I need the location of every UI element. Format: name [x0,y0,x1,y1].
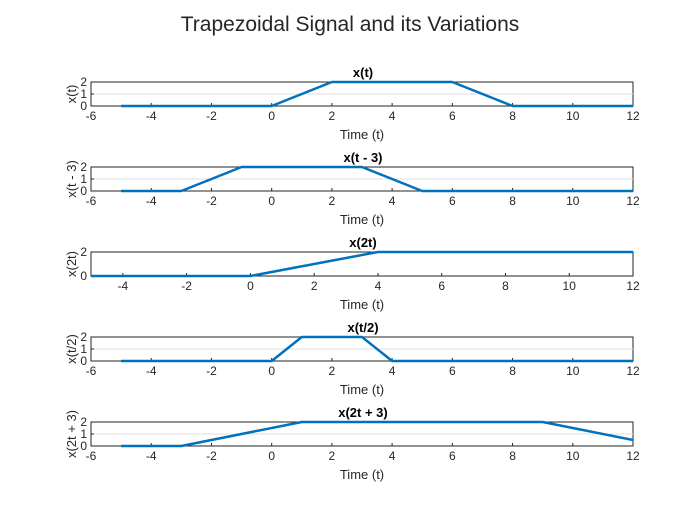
subplot-3: 0 2 -4 -2 0 2 4 6 8 10 12 x(2t) Time (t) x(2t) [64,235,640,312]
x-tick-label: 0 [247,279,254,293]
x-tick-label: -4 [146,449,157,463]
subplot-title: x(t - 3) [344,150,383,165]
x-tick-label: 8 [509,449,516,463]
y-tick-label: 1 [80,342,87,356]
y-tick-label: 2 [80,160,87,174]
y-tick-label: 0 [80,354,87,368]
x-tick-label: -6 [86,449,97,463]
y-tick-label: 1 [80,87,87,101]
y-tick-label: 1 [80,172,87,186]
x-tick-label: 4 [389,364,396,378]
figure-title: Trapezoidal Signal and its Variations [181,13,520,36]
x-tick-label: 6 [449,109,456,123]
x-tick-label: 6 [449,364,456,378]
x-tick-label: 6 [438,279,445,293]
x-tick-label: -4 [118,279,129,293]
x-tick-label: -6 [86,109,97,123]
y-tick-label: 2 [80,330,87,344]
y-tick-label: 0 [80,99,87,113]
x-axis-label: Time (t) [340,297,384,312]
series-line [91,250,633,278]
x-tick-label: 10 [566,194,580,208]
x-tick-label: -4 [146,194,157,208]
x-tick-label: -2 [206,449,217,463]
x-tick-label: 10 [566,364,580,378]
x-tick-label: 2 [329,449,336,463]
series-line [121,165,633,193]
y-tick-label: 0 [80,439,87,453]
series-line [121,420,633,448]
x-tick-label: -2 [206,194,217,208]
x-tick-label: 0 [268,109,275,123]
subplot-5: 012-6 -4 -2 0 2 4 6 8 10 12x(2t + 3)Time (t)x(2t … [64,405,640,482]
x-tick-label: 8 [509,364,516,378]
x-tick-label: 2 [311,279,318,293]
y-tick-label: 2 [80,245,87,259]
y-axis-label: x(t) [64,85,79,104]
x-tick-label: 0 [268,364,275,378]
x-tick-label: 6 [449,194,456,208]
y-tick-label: 2 [80,75,87,89]
subplot-2: 012-6 -4 -2 0 2 4 6 8 10 12x(t - 3)Time (t)x(t - … [64,150,640,227]
x-tick-label: -2 [181,279,192,293]
subplot-title: x(t) [353,65,373,80]
x-tick-label: 12 [626,109,640,123]
x-tick-label: 8 [509,109,516,123]
subplots: 012-6 -4 -2 0 2 4 6 8 10 12x(t)Time (t)x(t)012-6-… [64,65,640,482]
x-tick-label: 6 [449,449,456,463]
x-tick-label: -4 [146,109,157,123]
x-tick-label: 2 [329,194,336,208]
x-tick-label: 2 [329,109,336,123]
x-tick-label: 10 [563,279,577,293]
x-tick-label: -6 [86,194,97,208]
x-tick-label: 2 [329,364,336,378]
x-tick-label: 12 [626,364,640,378]
y-tick-label: 2 [80,415,87,429]
y-axis-label: x(2t) [64,251,79,277]
y-tick-label: 0 [80,269,87,283]
x-tick-label: 10 [566,449,580,463]
y-axis-label: x(t - 3) [64,160,79,198]
x-tick-label: 4 [389,449,396,463]
subplot-title: x(2t + 3) [338,405,388,420]
x-tick-label: -4 [146,364,157,378]
x-tick-label: -6 [86,364,97,378]
x-tick-label: -2 [206,109,217,123]
x-tick-label: 12 [626,449,640,463]
x-tick-label: 12 [626,279,640,293]
x-tick-label: 8 [509,194,516,208]
x-axis-label: Time (t) [340,127,384,142]
x-tick-label: 4 [389,194,396,208]
x-tick-label: 4 [389,109,396,123]
subplot-1: 012-6 -4 -2 0 2 4 6 8 10 12x(t)Time (t)x(t) [64,65,640,142]
x-tick-label: 8 [502,279,509,293]
x-tick-label: 4 [375,279,382,293]
subplot-title: x(2t) [349,235,376,250]
subplot-title: x(t/2) [347,320,378,335]
x-tick-label: 10 [566,109,580,123]
subplot-4: 012-6 -4 -2 0 2 4 6 8 10 12x(t/2)Time (t)x(t/2) [64,320,640,397]
x-tick-label: 0 [268,194,275,208]
series-line [121,80,633,108]
y-axis-label: x(t/2) [64,334,79,364]
y-tick-label: 0 [80,184,87,198]
x-tick-label: 12 [626,194,640,208]
x-axis-label: Time (t) [340,467,384,482]
x-tick-label: 0 [268,449,275,463]
y-axis-label: x(2t + 3) [64,410,79,458]
x-axis-label: Time (t) [340,382,384,397]
x-axis-label: Time (t) [340,212,384,227]
series-line [121,335,633,363]
y-tick-label: 1 [80,427,87,441]
x-tick-label: -2 [206,364,217,378]
